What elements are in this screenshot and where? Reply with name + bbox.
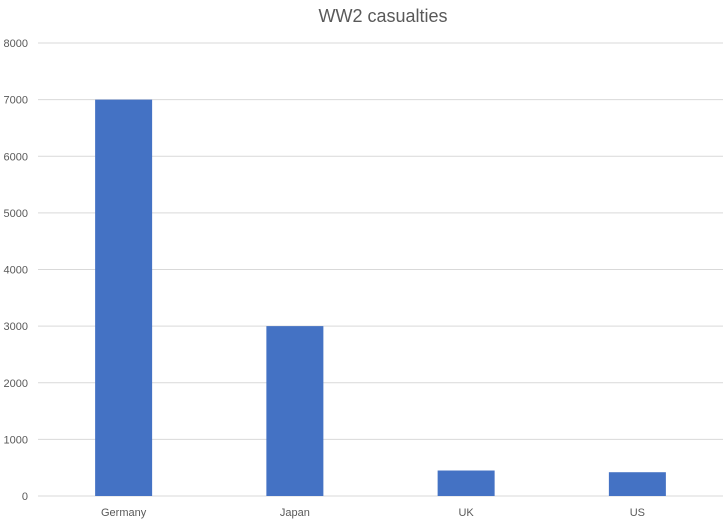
- bar-japan: [266, 326, 324, 496]
- y-tick-label: 5000: [4, 208, 28, 220]
- y-axis-ticks: 0 1000 2000 3000 4000 5000 6000 7000 8000: [4, 38, 28, 503]
- y-tick-label: 8000: [4, 38, 28, 50]
- y-tick-label: 2000: [4, 378, 28, 390]
- chart-title: WW2 casualties: [318, 6, 447, 26]
- y-tick-label: 3000: [4, 321, 28, 333]
- x-tick-label: US: [630, 507, 645, 519]
- x-tick-label: Japan: [280, 507, 310, 519]
- bars: [95, 99, 666, 496]
- bar-uk: [437, 470, 495, 496]
- y-tick-label: 0: [22, 491, 28, 503]
- bar-germany: [95, 99, 153, 496]
- x-tick-label: UK: [458, 507, 474, 519]
- y-tick-label: 1000: [4, 434, 28, 446]
- y-tick-label: 4000: [4, 265, 28, 277]
- gridlines: [38, 42, 723, 497]
- y-tick-label: 6000: [4, 151, 28, 163]
- x-tick-label: Germany: [101, 507, 147, 519]
- x-axis-ticks: Germany Japan UK US: [101, 507, 645, 519]
- bar-us: [608, 472, 666, 496]
- y-tick-label: 7000: [4, 95, 28, 107]
